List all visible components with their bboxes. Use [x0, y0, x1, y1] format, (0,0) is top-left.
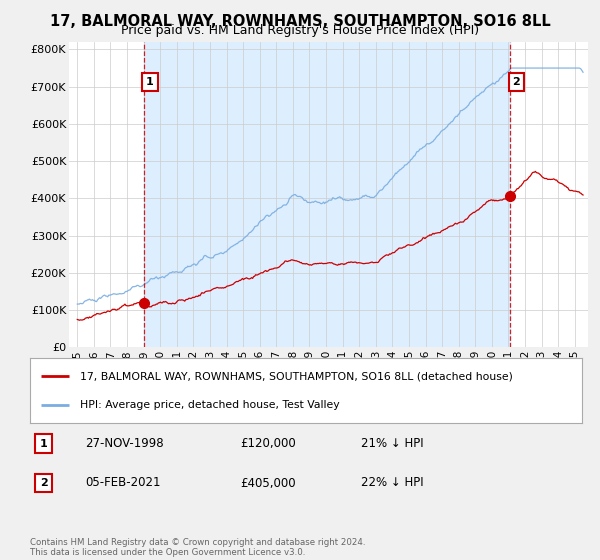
- Text: 1: 1: [40, 439, 47, 449]
- Text: 17, BALMORAL WAY, ROWNHAMS, SOUTHAMPTON, SO16 8LL (detached house): 17, BALMORAL WAY, ROWNHAMS, SOUTHAMPTON,…: [80, 371, 512, 381]
- Text: 17, BALMORAL WAY, ROWNHAMS, SOUTHAMPTON, SO16 8LL: 17, BALMORAL WAY, ROWNHAMS, SOUTHAMPTON,…: [50, 14, 550, 29]
- Bar: [143, 42, 510, 347]
- Text: Price paid vs. HM Land Registry's House Price Index (HPI): Price paid vs. HM Land Registry's House …: [121, 24, 479, 37]
- Text: HPI: Average price, detached house, Test Valley: HPI: Average price, detached house, Test…: [80, 400, 340, 410]
- Text: 22% ↓ HPI: 22% ↓ HPI: [361, 477, 424, 489]
- Text: 21% ↓ HPI: 21% ↓ HPI: [361, 437, 424, 450]
- Text: £405,000: £405,000: [240, 477, 295, 489]
- Text: 2: 2: [512, 77, 520, 87]
- Text: 27-NOV-1998: 27-NOV-1998: [85, 437, 164, 450]
- Text: 1: 1: [146, 77, 154, 87]
- Text: £120,000: £120,000: [240, 437, 296, 450]
- Text: 2: 2: [40, 478, 47, 488]
- Text: 05-FEB-2021: 05-FEB-2021: [85, 477, 161, 489]
- Text: Contains HM Land Registry data © Crown copyright and database right 2024.
This d: Contains HM Land Registry data © Crown c…: [30, 538, 365, 557]
